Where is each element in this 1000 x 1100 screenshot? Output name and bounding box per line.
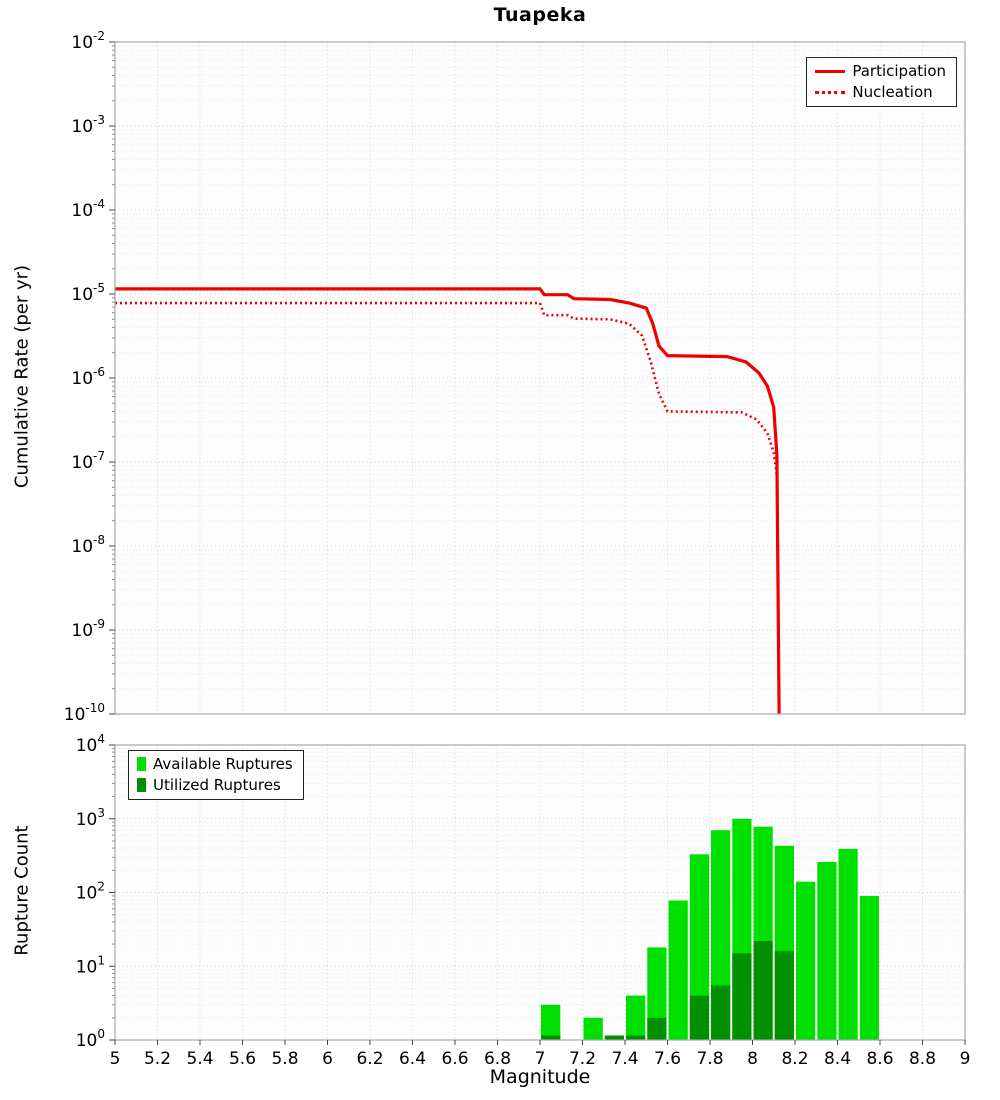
svg-text:8.8: 8.8 bbox=[909, 1049, 936, 1069]
x-ticks: 5 5.2 5.4 5.6 5.8 6 6.2 6.4 6.6 6.8 7 7.2 7.4 7.6 7.8 8… bbox=[110, 1040, 971, 1069]
svg-text:6: 6 bbox=[322, 1049, 333, 1069]
bar bbox=[647, 947, 667, 1040]
bar bbox=[647, 1017, 667, 1040]
chart-title: Tuapeka bbox=[493, 4, 587, 26]
svg-text:5.8: 5.8 bbox=[271, 1049, 298, 1069]
bar bbox=[689, 995, 710, 1040]
bar bbox=[689, 854, 710, 1040]
svg-text:5.4: 5.4 bbox=[186, 1049, 213, 1069]
participation-line-swatch bbox=[815, 69, 846, 73]
svg-text:104: 104 bbox=[76, 732, 105, 756]
svg-text:10-8: 10-8 bbox=[71, 533, 105, 557]
bar bbox=[753, 941, 773, 1040]
svg-text:8: 8 bbox=[747, 1049, 758, 1069]
svg-text:10-10: 10-10 bbox=[64, 701, 105, 725]
svg-text:6.8: 6.8 bbox=[484, 1049, 511, 1069]
utilized-ruptures-swatch bbox=[137, 778, 146, 792]
svg-text:10-5: 10-5 bbox=[71, 281, 105, 305]
bottom-data bbox=[541, 818, 879, 1040]
top-data bbox=[115, 287, 781, 714]
legend-label-nucleation: Nucleation bbox=[852, 83, 933, 101]
svg-text:7.8: 7.8 bbox=[696, 1049, 723, 1069]
bar bbox=[817, 861, 837, 1040]
minor-gridlines bbox=[115, 45, 965, 690]
legend-item-utilized-ruptures: Utilized Ruptures bbox=[137, 776, 293, 794]
svg-text:8.4: 8.4 bbox=[824, 1049, 851, 1069]
svg-text:10-6: 10-6 bbox=[71, 365, 105, 389]
svg-text:9: 9 bbox=[960, 1049, 971, 1069]
svg-text:10-2: 10-2 bbox=[71, 29, 105, 53]
utilized-ruptures-bars bbox=[541, 941, 794, 1040]
nucleation-line bbox=[115, 301, 781, 714]
bar bbox=[774, 951, 794, 1040]
rate-legend: Participation Nucleation bbox=[806, 57, 957, 107]
y-tick-labels: 10-10 10-9 10-8 10-7 10-6 10-5 10-4 10-3 10-2 bbox=[64, 29, 115, 725]
svg-text:7: 7 bbox=[535, 1049, 546, 1069]
bar bbox=[626, 1035, 646, 1040]
legend-item-available-ruptures: Available Ruptures bbox=[137, 755, 293, 773]
svg-text:8.2: 8.2 bbox=[781, 1049, 808, 1069]
svg-text:5.2: 5.2 bbox=[144, 1049, 171, 1069]
bar bbox=[796, 881, 816, 1040]
bar bbox=[668, 900, 688, 1040]
legend-item-participation: Participation bbox=[815, 62, 946, 80]
x-axis-label: Magnitude bbox=[489, 1066, 591, 1088]
bar bbox=[541, 1004, 561, 1040]
bar bbox=[711, 985, 731, 1040]
legend-item-nucleation: Nucleation bbox=[815, 83, 946, 101]
bar bbox=[541, 1035, 561, 1040]
svg-text:7.2: 7.2 bbox=[569, 1049, 596, 1069]
svg-text:10-4: 10-4 bbox=[71, 197, 105, 221]
svg-text:102: 102 bbox=[76, 880, 105, 904]
svg-text:10-9: 10-9 bbox=[71, 617, 105, 641]
bottom-y-axis-label: Rupture Count bbox=[11, 825, 33, 956]
svg-text:100: 100 bbox=[76, 1027, 105, 1051]
available-ruptures-swatch bbox=[137, 757, 146, 771]
bar bbox=[583, 1017, 603, 1040]
rupture-legend: Available Ruptures Utilized Ruptures bbox=[128, 750, 304, 800]
svg-text:6.2: 6.2 bbox=[356, 1049, 383, 1069]
svg-text:7.4: 7.4 bbox=[611, 1049, 638, 1069]
bar bbox=[838, 848, 858, 1040]
legend-label-utilized-ruptures: Utilized Ruptures bbox=[153, 776, 281, 794]
svg-text:5: 5 bbox=[110, 1049, 121, 1069]
svg-text:10-3: 10-3 bbox=[71, 113, 105, 137]
svg-text:10-7: 10-7 bbox=[71, 449, 105, 473]
top-y-axis-label: Cumulative Rate (per yr) bbox=[11, 264, 33, 489]
legend-label-participation: Participation bbox=[852, 62, 946, 80]
svg-text:8.6: 8.6 bbox=[866, 1049, 893, 1069]
legend-label-available-ruptures: Available Ruptures bbox=[153, 755, 293, 773]
major-gridlines bbox=[115, 42, 965, 714]
svg-text:6.6: 6.6 bbox=[441, 1049, 468, 1069]
nucleation-line-swatch bbox=[815, 90, 846, 94]
top-panel: 10-10 10-9 10-8 10-7 10-6 10-5 10-4 10-3 10-2 bbox=[64, 29, 966, 725]
svg-text:101: 101 bbox=[76, 953, 105, 977]
bar bbox=[732, 953, 752, 1040]
svg-text:103: 103 bbox=[76, 806, 105, 830]
bar bbox=[604, 1035, 624, 1040]
bar bbox=[859, 895, 879, 1040]
svg-text:6.4: 6.4 bbox=[399, 1049, 426, 1069]
participation-line bbox=[115, 287, 781, 714]
bar bbox=[626, 995, 646, 1040]
svg-text:7.6: 7.6 bbox=[654, 1049, 681, 1069]
svg-text:5.6: 5.6 bbox=[229, 1049, 256, 1069]
y-tick-labels: 100 101 102 103 104 bbox=[76, 732, 115, 1051]
